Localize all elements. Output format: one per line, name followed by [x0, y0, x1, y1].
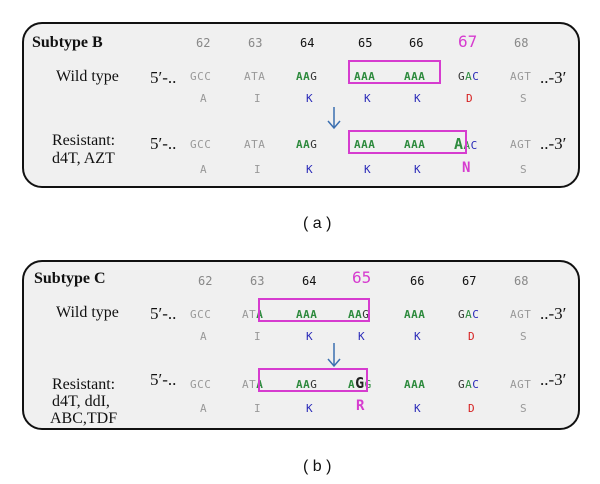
- panel-title: Subtype B: [32, 34, 103, 51]
- aa-63: I: [254, 330, 261, 343]
- aa-68: S: [520, 92, 527, 105]
- highlight-box: [258, 368, 368, 392]
- codon-65: AAA: [354, 70, 376, 83]
- aa-67-mutant: N: [462, 160, 471, 176]
- position-65: 65: [358, 36, 373, 50]
- mutation-arrow-icon: [327, 107, 341, 130]
- five-prime: 5′-..: [150, 134, 177, 153]
- position-62: 62: [198, 274, 213, 288]
- position-68: 68: [514, 36, 529, 50]
- aa-64: K: [306, 402, 313, 415]
- caption-a: ( a ): [303, 215, 332, 232]
- aa-62: A: [200, 92, 207, 105]
- codon-63: ATA: [244, 138, 266, 151]
- aa-64: K: [306, 163, 313, 176]
- codon-66: AAA: [404, 138, 426, 151]
- codon-68: AGT: [510, 138, 532, 151]
- codon-66: AAA: [404, 70, 426, 83]
- aa-65: K: [358, 330, 365, 343]
- codon-62: GCC: [190, 378, 212, 391]
- aa-68: S: [520, 163, 527, 176]
- position-63: 63: [250, 274, 265, 288]
- aa-65: K: [364, 163, 371, 176]
- position-62: 62: [196, 36, 211, 50]
- mutation-arrow-icon: [327, 343, 341, 368]
- wild-type-label: Wild type: [56, 304, 119, 321]
- position-64: 64: [300, 36, 315, 50]
- aa-66: K: [414, 330, 421, 343]
- aa-63: I: [254, 402, 261, 415]
- aa-63: I: [254, 92, 261, 105]
- aa-62: A: [200, 163, 207, 176]
- codon-67: GAC: [458, 308, 480, 321]
- codon-66: AAA: [404, 308, 426, 321]
- position-65: 65: [352, 268, 372, 287]
- codon-68: AGT: [510, 70, 532, 83]
- aa-67: D: [468, 402, 475, 415]
- codon-66: AAA: [404, 378, 426, 391]
- position-67: 67: [462, 274, 477, 288]
- five-prime: 5′-..: [150, 304, 177, 323]
- position-66: 66: [409, 36, 424, 50]
- codon-67: GAC: [458, 70, 480, 83]
- codon-68: AGT: [510, 308, 532, 321]
- aa-63: I: [254, 163, 261, 176]
- position-67: 67: [458, 32, 478, 51]
- resistant-drugs-1: d4T, ddI,: [52, 393, 110, 410]
- aa-62: A: [200, 330, 207, 343]
- codon-62: GCC: [190, 308, 212, 321]
- resistant-label: Resistant:: [52, 132, 116, 149]
- codon-64: AAG: [296, 138, 318, 151]
- codon-68: AGT: [510, 378, 532, 391]
- panel-subtype-b: Subtype B 62 63 64 65 66 67 68 Wild type…: [22, 22, 580, 188]
- resistant-label: Resistant:: [52, 376, 116, 393]
- three-prime: ..-3′: [540, 68, 567, 87]
- aa-65-mutant: R: [356, 398, 365, 414]
- three-prime: ..-3′: [540, 370, 567, 389]
- panel-subtype-c: Subtype C 62 63 64 65 66 67 68 Wild type…: [22, 260, 580, 430]
- aa-68: S: [520, 330, 527, 343]
- aa-66: K: [414, 92, 421, 105]
- aa-64: K: [306, 330, 313, 343]
- aa-67: D: [468, 330, 475, 343]
- three-prime: ..-3′: [540, 134, 567, 153]
- codon-64: AAG: [296, 70, 318, 83]
- codon-65: AAG: [348, 308, 370, 321]
- aa-66: K: [414, 163, 421, 176]
- aa-62: A: [200, 402, 207, 415]
- aa-66: K: [414, 402, 421, 415]
- wild-type-label: Wild type: [56, 68, 119, 85]
- five-prime: 5′-..: [150, 68, 177, 87]
- position-63: 63: [248, 36, 263, 50]
- codon-62: GCC: [190, 70, 212, 83]
- position-68: 68: [514, 274, 529, 288]
- codon-63: ATA: [244, 70, 266, 83]
- aa-64: K: [306, 92, 313, 105]
- five-prime: 5′-..: [150, 370, 177, 389]
- three-prime: ..-3′: [540, 304, 567, 323]
- codon-62: GCC: [190, 138, 212, 151]
- highlight-box: [258, 298, 370, 322]
- resistant-drugs-2: ABC,TDF: [50, 410, 118, 427]
- panel-title: Subtype C: [34, 270, 106, 287]
- highlight-box: [348, 60, 441, 84]
- position-66: 66: [410, 274, 425, 288]
- codon-64: AAG: [296, 378, 318, 391]
- highlight-box: [348, 130, 467, 154]
- resistant-drugs: d4T, AZT: [52, 150, 115, 167]
- codon-67: GAC: [458, 378, 480, 391]
- caption-b: ( b ): [303, 458, 332, 475]
- aa-65: K: [364, 92, 371, 105]
- position-64: 64: [302, 274, 317, 288]
- codon-65: AAA: [354, 138, 376, 151]
- codon-64: AAA: [296, 308, 318, 321]
- aa-67: D: [466, 92, 473, 105]
- aa-68: S: [520, 402, 527, 415]
